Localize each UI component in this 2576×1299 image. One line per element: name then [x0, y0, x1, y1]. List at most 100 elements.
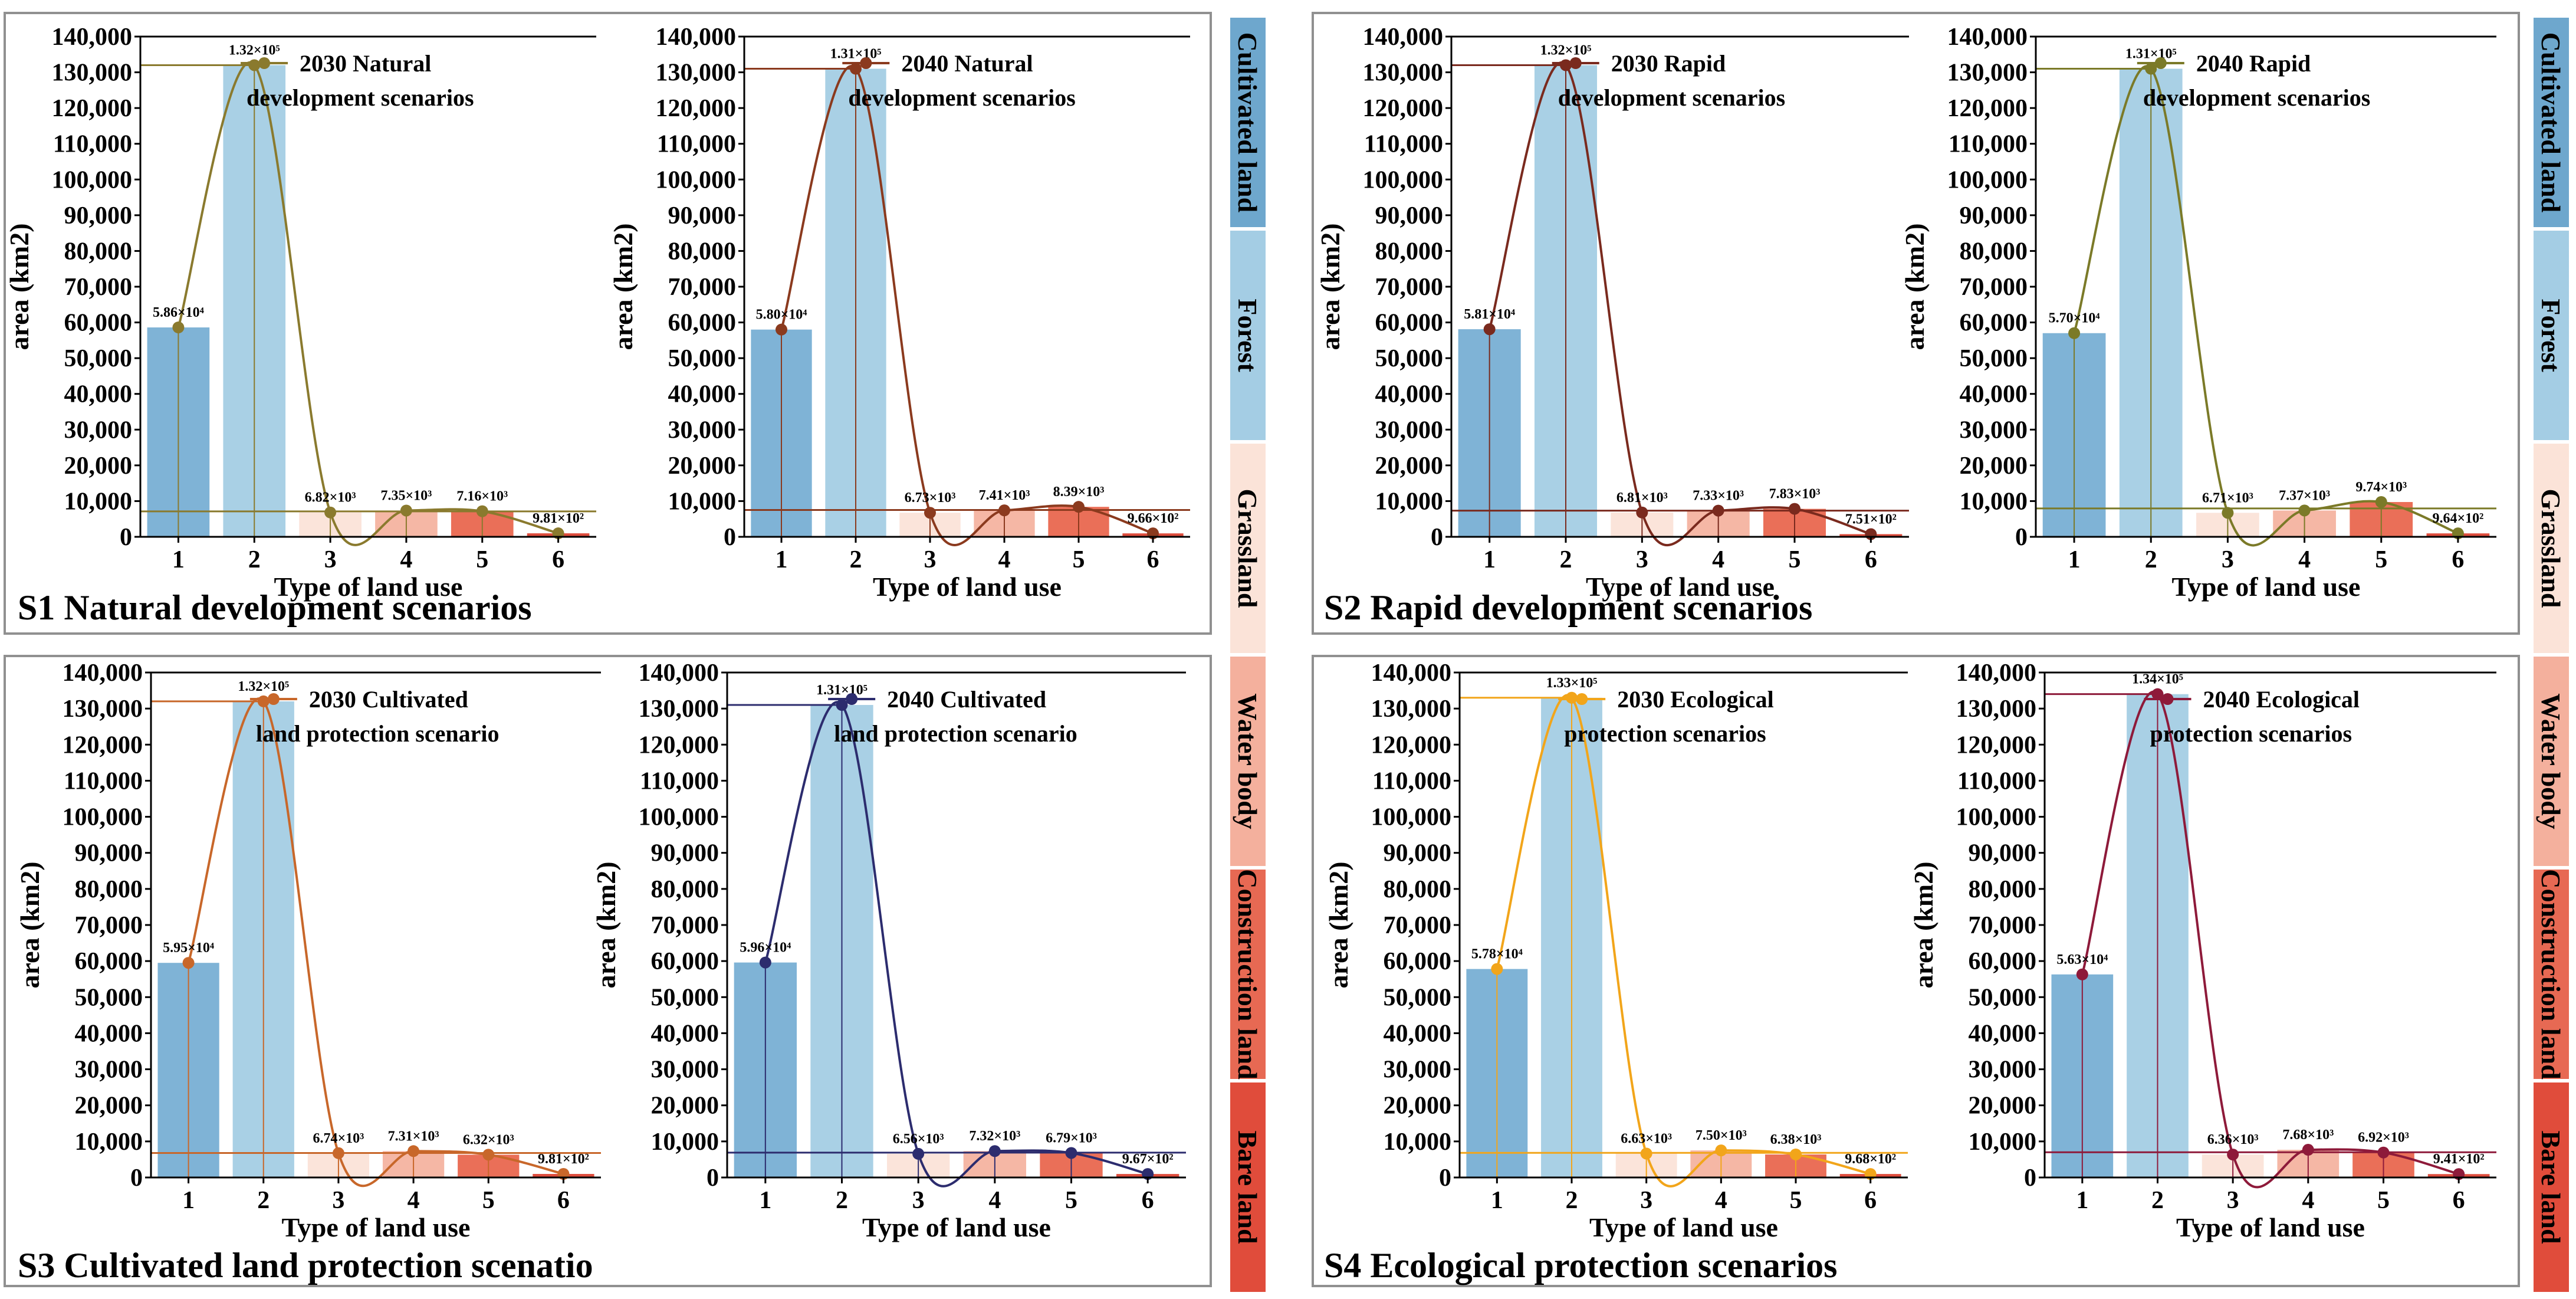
x-tick-label: 3 [1636, 546, 1648, 573]
data-point-1 [2068, 327, 2081, 339]
x-tick-label: 4 [1715, 1187, 1727, 1214]
data-point-3 [332, 1147, 344, 1159]
y-tick-label: 140,000 [1956, 660, 2037, 687]
legend-label: 2040 Rapid [2196, 50, 2311, 77]
y-tick-label: 60,000 [1969, 948, 2037, 975]
panel-title: S1 Natural development scenarios [18, 588, 532, 627]
data-point-2 [850, 63, 862, 75]
y-tick-label: 40,000 [1969, 1020, 2037, 1047]
y-tick-label: 50,000 [64, 345, 133, 372]
x-tick-label: 2 [836, 1187, 848, 1214]
scenario-panel-3: S3 Cultivated land protection scenatio 5.… [4, 655, 1212, 1287]
y-tick-label: 70,000 [1960, 274, 2028, 301]
data-point-5 [1073, 501, 1085, 513]
y-axis-label: area (km2) [608, 223, 638, 350]
legend-swatch-6 [1230, 1082, 1266, 1292]
x-tick-label: 4 [2298, 546, 2311, 573]
y-tick-label: 70,000 [64, 274, 133, 301]
y-tick-label: 100,000 [1956, 804, 2037, 831]
x-tick-label: 1 [2076, 1187, 2088, 1214]
x-tick-label: 4 [988, 1187, 1001, 1214]
y-tick-label: 20,000 [1960, 452, 2028, 480]
x-tick-label: 3 [2227, 1187, 2239, 1214]
y-tick-label: 50,000 [1960, 345, 2028, 372]
data-label-2: 1.31×10⁵ [830, 47, 882, 62]
legend-swatch-2 [1230, 231, 1266, 440]
legend-swatch-6 [2534, 1082, 2569, 1292]
data-label-4: 7.37×10³ [2279, 488, 2330, 503]
x-tick-label: 2 [2145, 546, 2157, 573]
y-tick-label: 60,000 [75, 948, 143, 975]
data-label-4: 7.33×10³ [1693, 488, 1744, 504]
data-label-6: 9.66×10² [1128, 511, 1179, 526]
x-tick-label: 5 [2375, 546, 2387, 573]
x-tick-label: 5 [1065, 1187, 1077, 1214]
y-axis-label: area (km2) [15, 861, 45, 988]
data-point-1 [182, 957, 195, 969]
x-tick-label: 1 [759, 1187, 771, 1214]
x-tick-label: 2 [1566, 1187, 1578, 1214]
legend-label: 2030 Cultivated [309, 686, 468, 713]
data-point-4 [1715, 1144, 1727, 1157]
data-point-2 [257, 695, 270, 707]
y-tick-label: 100,000 [1363, 166, 1444, 193]
data-label-2: 1.32×10⁵ [1540, 42, 1592, 58]
data-label-2: 1.34×10⁵ [2132, 672, 2183, 687]
data-point-3 [2222, 507, 2234, 519]
y-tick-label: 40,000 [64, 381, 133, 408]
y-tick-label: 30,000 [1375, 416, 1444, 444]
y-tick-label: 60,000 [1384, 948, 1452, 975]
legend-side-label-3: Grassland [1233, 489, 1263, 608]
series-line [187, 697, 564, 1188]
data-label-4: 7.35×10³ [380, 488, 432, 503]
legend-side-label-5: Construction land [2536, 869, 2566, 1080]
legend-label: 2030 Rapid [1611, 50, 1726, 77]
side-legend-2: Cultivated land Forest Grassland Water body… [2534, 18, 2569, 1292]
x-tick-label: 4 [1712, 546, 1724, 573]
y-tick-label: 90,000 [651, 840, 719, 867]
legend-swatch-1 [2534, 18, 2569, 227]
y-tick-label: 110,000 [1372, 767, 1451, 795]
y-tick-label: 140,000 [656, 24, 737, 51]
data-label-4: 7.41×10³ [979, 488, 1030, 503]
y-tick-label: 90,000 [75, 840, 143, 867]
x-axis-label: Type of land use [2172, 572, 2361, 602]
y-tick-label: 60,000 [668, 310, 737, 337]
legend-side-label-4: Water body [1233, 693, 1263, 829]
y-tick-label: 90,000 [1969, 840, 2037, 867]
data-point-4 [408, 1145, 420, 1157]
y-tick-label: 60,000 [1375, 310, 1444, 337]
legend-marker [258, 57, 271, 69]
panel-title: S3 Cultivated land protection scenatio [18, 1246, 593, 1285]
y-tick-label: 120,000 [63, 731, 143, 759]
y-tick-label: 110,000 [657, 131, 736, 158]
chart-3-2: 5.96×10⁴ 1.31×10⁵ 6.56×10³ 7.32×10³ 6.79×10³… [591, 660, 1186, 1242]
side-legend-1: Cultivated land Forest Grassland Water body… [1230, 18, 1266, 1292]
y-tick-label: 70,000 [75, 912, 143, 939]
data-label-5: 7.16×10³ [456, 489, 508, 504]
y-tick-label: 80,000 [1969, 876, 2037, 903]
data-label-5: 6.92×10³ [2358, 1130, 2409, 1146]
data-label-5: 6.79×10³ [1046, 1130, 1097, 1146]
y-tick-label: 20,000 [668, 452, 737, 480]
y-tick-label: 30,000 [75, 1057, 143, 1084]
x-tick-label: 4 [408, 1187, 420, 1214]
data-label-6: 7.51×10² [1845, 511, 1897, 527]
data-label-3: 6.63×10³ [1621, 1131, 1672, 1146]
data-label-1: 5.80×10⁴ [756, 307, 807, 323]
y-tick-label: 120,000 [52, 95, 133, 122]
y-axis-label: area (km2) [1900, 223, 1930, 350]
y-axis-label: area (km2) [1315, 223, 1345, 350]
series-line [1488, 61, 1871, 547]
chart-4-1: 5.78×10⁴ 1.33×10⁵ 6.63×10³ 7.50×10³ 6.38×10³… [1323, 660, 1908, 1242]
y-tick-label: 0 [707, 1164, 719, 1192]
legend-swatch-3 [1230, 444, 1266, 653]
y-tick-label: 20,000 [651, 1093, 719, 1120]
y-tick-label: 130,000 [656, 60, 737, 87]
y-tick-label: 10,000 [668, 488, 737, 515]
y-tick-label: 60,000 [64, 310, 133, 337]
data-label-2: 1.31×10⁵ [2125, 47, 2177, 62]
data-point-4 [998, 504, 1010, 517]
x-axis-label: Type of land use [274, 572, 463, 602]
legend-swatch-2 [2534, 231, 2569, 440]
